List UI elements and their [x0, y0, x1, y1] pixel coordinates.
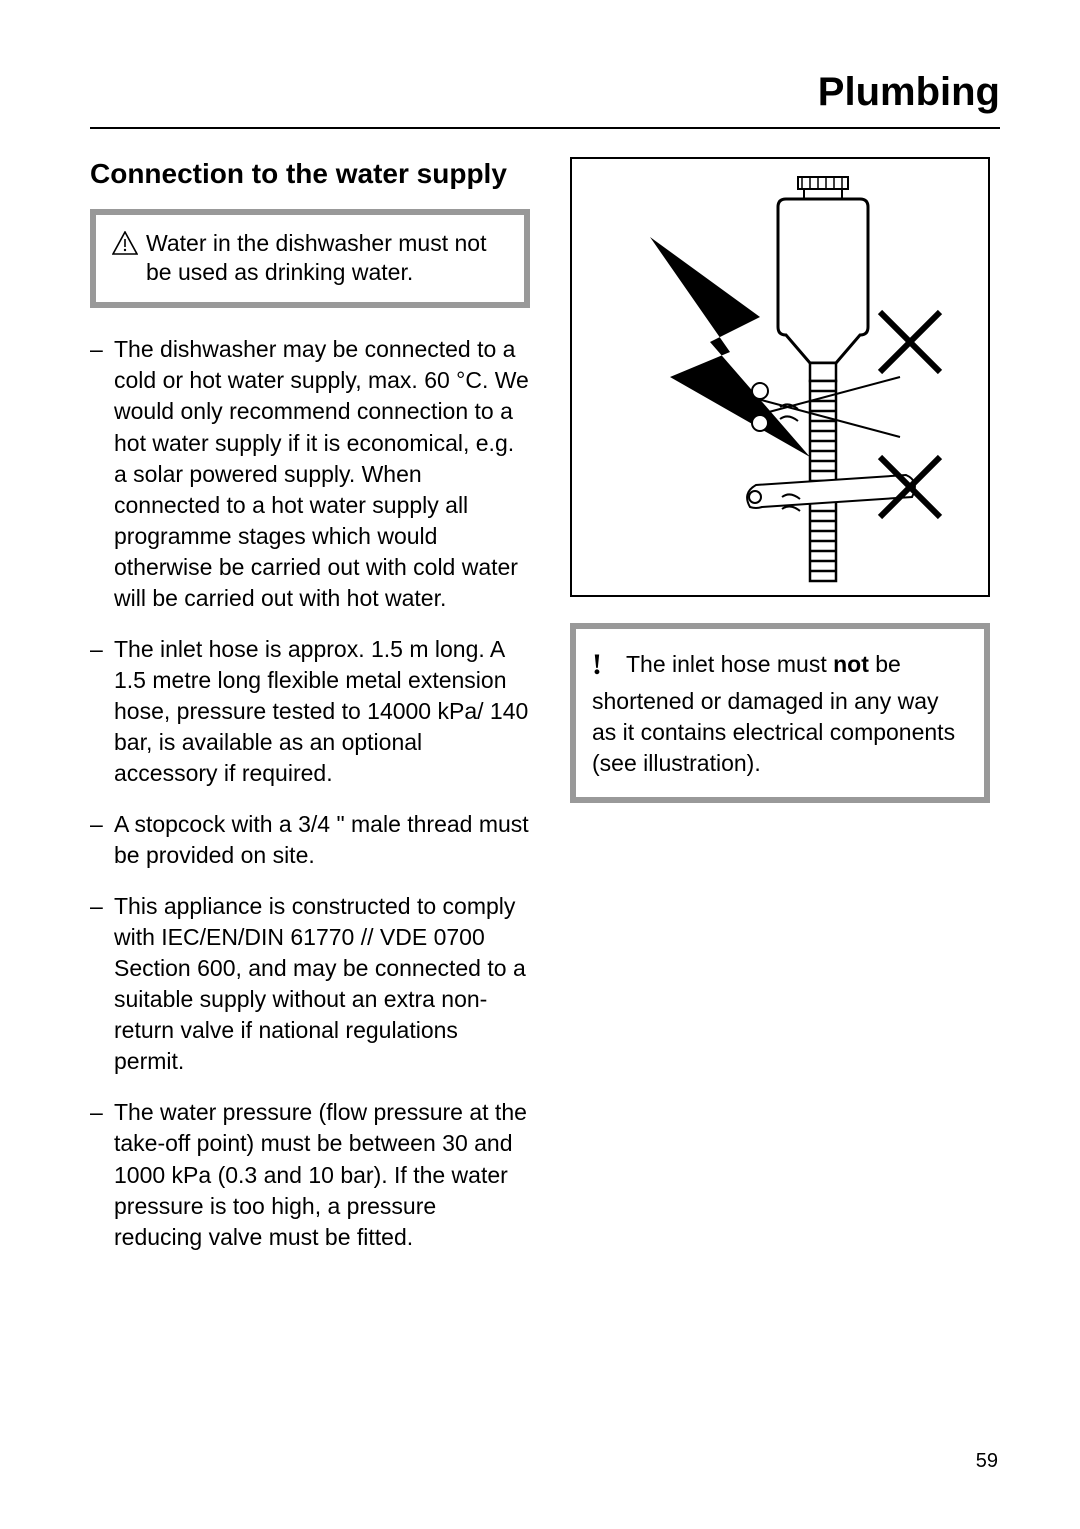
- warning-triangle-icon: [112, 231, 138, 255]
- page: Plumbing Connection to the water supply …: [0, 0, 1080, 1529]
- page-number: 59: [976, 1450, 998, 1473]
- list-item: The dishwasher may be connected to a col…: [90, 334, 530, 613]
- inlet-hose-illustration: [580, 167, 980, 587]
- caution-text-bold: not: [833, 651, 869, 677]
- illustration-frame: [570, 157, 990, 597]
- right-column: !The inlet hose must not be shortened or…: [570, 157, 990, 1273]
- caution-text-pre: The inlet hose must: [626, 651, 833, 677]
- content-columns: Connection to the water supply Water in …: [90, 157, 1000, 1273]
- section-title: Connection to the water supply: [90, 157, 530, 191]
- list-item: This appliance is constructed to comply …: [90, 891, 530, 1077]
- left-column: Connection to the water supply Water in …: [90, 157, 530, 1273]
- wrench-icon: [747, 457, 940, 517]
- bullet-list: The dishwasher may be connected to a col…: [90, 334, 530, 1252]
- list-item: The water pressure (flow pressure at the…: [90, 1097, 530, 1252]
- warning-text: Water in the dishwasher must not be used…: [146, 229, 508, 289]
- warning-box: Water in the dishwasher must not be used…: [90, 209, 530, 309]
- page-title: Plumbing: [90, 70, 1000, 129]
- exclamation-icon: !: [592, 645, 626, 686]
- list-item: A stopcock with a 3/4 " male thread must…: [90, 809, 530, 871]
- list-item: The inlet hose is approx. 1.5 m long. A …: [90, 634, 530, 789]
- caution-box: !The inlet hose must not be shortened or…: [570, 623, 990, 803]
